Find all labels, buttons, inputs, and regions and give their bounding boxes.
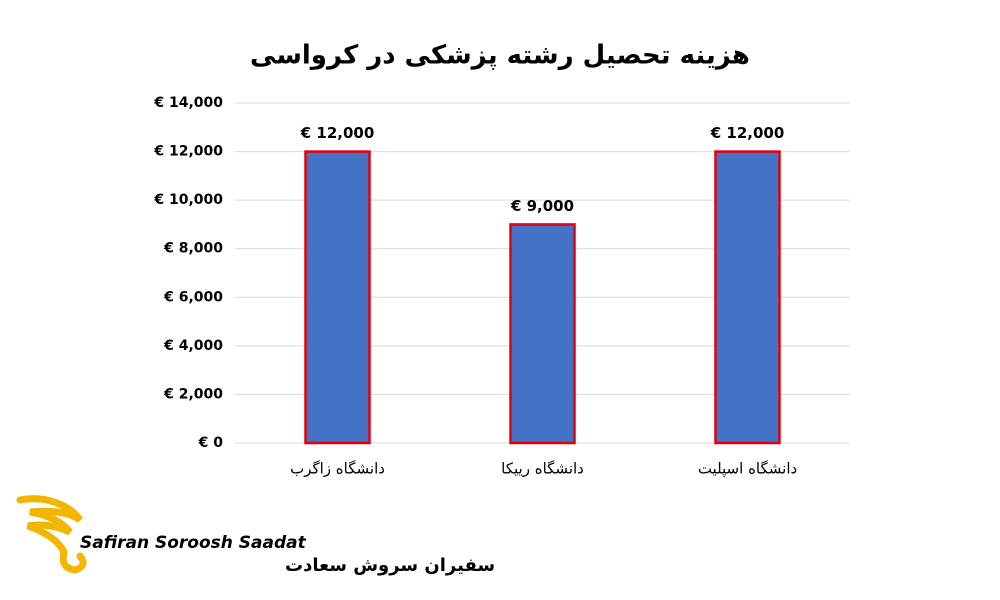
y-tick-label: € 14,000 <box>153 95 223 111</box>
y-tick-label: € 12,000 <box>153 144 223 160</box>
data-label: € 9,000 <box>510 197 574 215</box>
y-tick-label: € 8,000 <box>163 241 223 257</box>
y-tick-label: € 2,000 <box>163 386 223 402</box>
x-tick-label: دانشگاه رییکا <box>501 460 584 478</box>
y-tick-label: € 6,000 <box>163 289 223 305</box>
logo: Safiran Soroosh Saadat سفیران سروش سعادت <box>16 495 495 576</box>
logo-text-en: Safiran Soroosh Saadat <box>80 533 307 553</box>
logo-text-fa: سفیران سروش سعادت <box>285 555 495 576</box>
y-tick-label: € 4,000 <box>163 338 223 354</box>
bar <box>509 223 576 445</box>
chart-title: هزینه تحصیل رشته پزشکی در کرواسی <box>250 41 750 71</box>
y-tick-label: € 0 <box>198 435 224 451</box>
x-tick-label: دانشگاه زاگرب <box>290 460 385 478</box>
logo-wing <box>16 495 87 574</box>
data-label: € 12,000 <box>710 124 785 142</box>
x-tick-label: دانشگاه اسپلیت <box>698 460 797 479</box>
y-tick-label: € 10,000 <box>153 192 223 208</box>
bar <box>304 150 371 445</box>
bar <box>714 150 781 445</box>
data-label: € 12,000 <box>300 124 375 142</box>
